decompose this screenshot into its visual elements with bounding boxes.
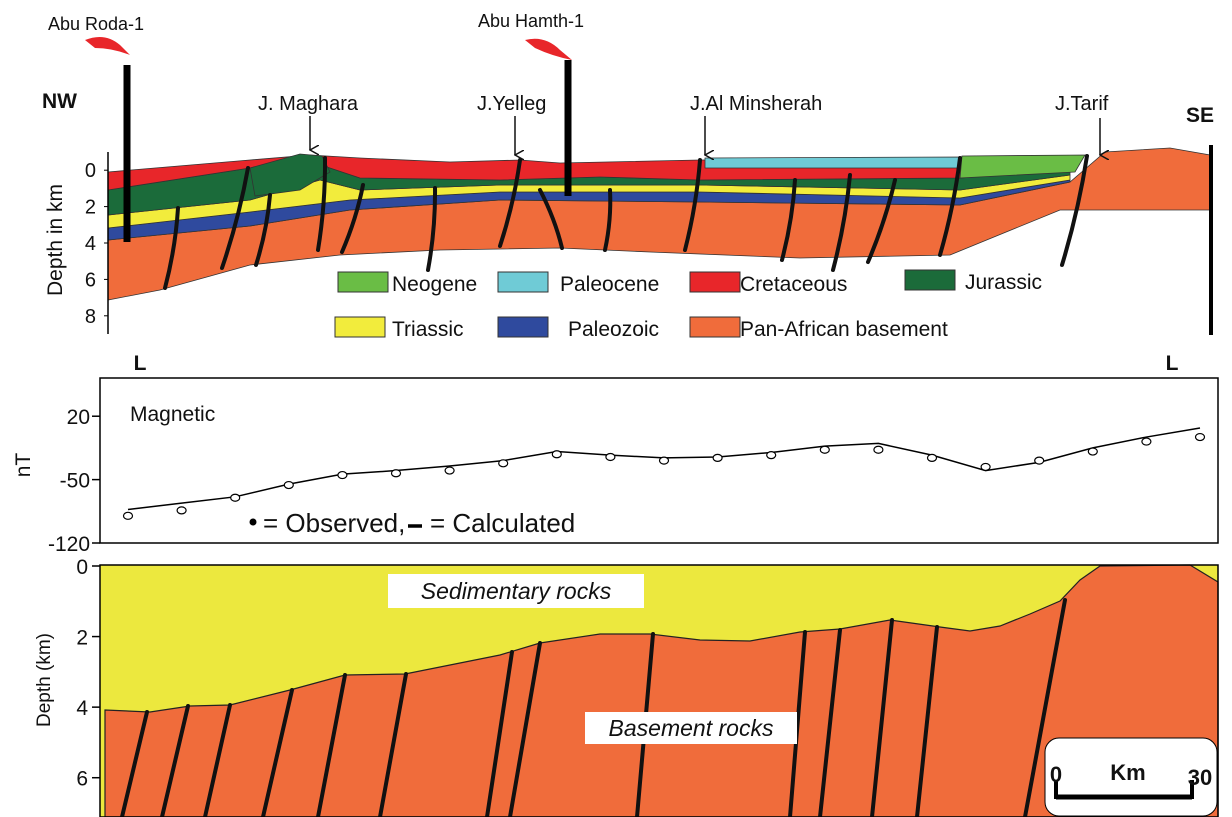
observed-point: [1142, 438, 1151, 445]
magnetic-profile: Magnetic nT 20 -50 -120 = Observed, = Calc…: [12, 378, 1218, 556]
y-tick-label: 6: [76, 768, 88, 791]
observed-point: [392, 470, 401, 477]
calculated-line: [128, 428, 1200, 510]
rock-label: Basement rocks: [609, 715, 774, 741]
y-axis: 0 2 4 6 8: [85, 152, 108, 334]
profile-end: L: [1166, 352, 1179, 375]
cross-section: Abu Roda-1 Abu Hamth-1 NW SE J. Maghara …: [42, 11, 1214, 375]
scale-label: 0: [1050, 762, 1062, 787]
y-axis: 20 -50 -120: [48, 406, 100, 556]
observed-point: [713, 454, 722, 461]
legend-label: Triassic: [392, 318, 464, 341]
series: [124, 428, 1205, 519]
end-label: NW: [42, 90, 77, 113]
legend-swatch: [338, 272, 388, 292]
observed-point: [231, 494, 240, 501]
observed-point: [1196, 434, 1205, 441]
observed-point: [1088, 448, 1097, 455]
feature-label: J.Yelleg: [477, 93, 546, 115]
observed-point: [606, 453, 615, 460]
y-tick-label: 6: [85, 269, 96, 291]
feature-label: J. Maghara: [258, 93, 359, 115]
paleocene-layer: [705, 157, 960, 168]
legend-symbol: [250, 519, 257, 526]
observed-point: [981, 463, 990, 470]
legend-label: Cretaceous: [740, 273, 847, 296]
rock-label: Sedimentary rocks: [421, 578, 612, 604]
legend-label: Pan-African basement: [740, 318, 948, 341]
legend-swatch: [498, 317, 548, 337]
legend-label: Neogene: [392, 273, 477, 296]
y-axis: 0 2 4 6: [76, 556, 100, 791]
observed-point: [338, 472, 347, 479]
y-tick-label: 2: [85, 197, 96, 219]
y-axis-label: nT: [12, 453, 35, 478]
observed-point: [177, 507, 186, 514]
legend-label: = Observed,: [263, 508, 405, 538]
figure: Abu Roda-1 Abu Hamth-1 NW SE J. Maghara …: [0, 0, 1232, 817]
feature-label: J.Al Minsherah: [690, 93, 822, 115]
y-tick-label: 4: [76, 697, 88, 720]
observed-point: [874, 446, 883, 453]
scale-label: 30: [1188, 765, 1212, 790]
profile-end: L: [134, 352, 147, 375]
y-axis-label: Depth (km): [34, 633, 55, 727]
legend-swatch: [335, 317, 385, 337]
legend-swatch: [498, 272, 548, 292]
y-tick-label: 4: [85, 233, 96, 255]
observed-point: [284, 482, 293, 489]
legend-swatch: [690, 317, 740, 337]
observed-point: [660, 457, 669, 464]
basement-model: Sedimentary rocks Basement rocks Depth (…: [34, 556, 1218, 817]
observed-point: [767, 452, 776, 459]
legend-label: Jurassic: [965, 271, 1042, 294]
y-tick-label: -50: [60, 470, 90, 493]
y-tick-label: -120: [48, 533, 90, 556]
observed-point: [1035, 457, 1044, 464]
observed-point: [928, 454, 937, 461]
panel-title: Magnetic: [130, 403, 215, 426]
well-label: Abu Roda-1: [48, 14, 144, 34]
y-tick-label: 2: [76, 627, 88, 650]
y-tick-label: 8: [85, 306, 96, 328]
end-label: SE: [1186, 104, 1214, 127]
legend-label: Paleozoic: [568, 318, 659, 341]
y-axis-label: Depth in km: [44, 184, 67, 296]
y-tick-label: 0: [85, 160, 96, 182]
observed-point: [124, 512, 133, 519]
legend-label: = Calculated: [430, 508, 575, 538]
observed-point: [445, 467, 454, 474]
well-label: Abu Hamth-1: [478, 11, 584, 31]
feature-label: J.Tarif: [1055, 93, 1109, 115]
y-tick-label: 0: [76, 556, 88, 579]
well-flag: [85, 37, 130, 55]
observed-point: [499, 460, 508, 467]
legend: Neogene Paleocene Cretaceous Jurassic Triass…: [335, 270, 1042, 341]
well-flag: [525, 39, 572, 60]
observed-point: [552, 451, 561, 458]
y-tick-label: 20: [67, 406, 90, 429]
legend-swatch: [905, 270, 955, 290]
scale-label: Km: [1110, 760, 1145, 785]
legend-swatch: [690, 272, 740, 292]
observed-point: [820, 446, 829, 453]
legend-label: Paleocene: [560, 273, 659, 296]
